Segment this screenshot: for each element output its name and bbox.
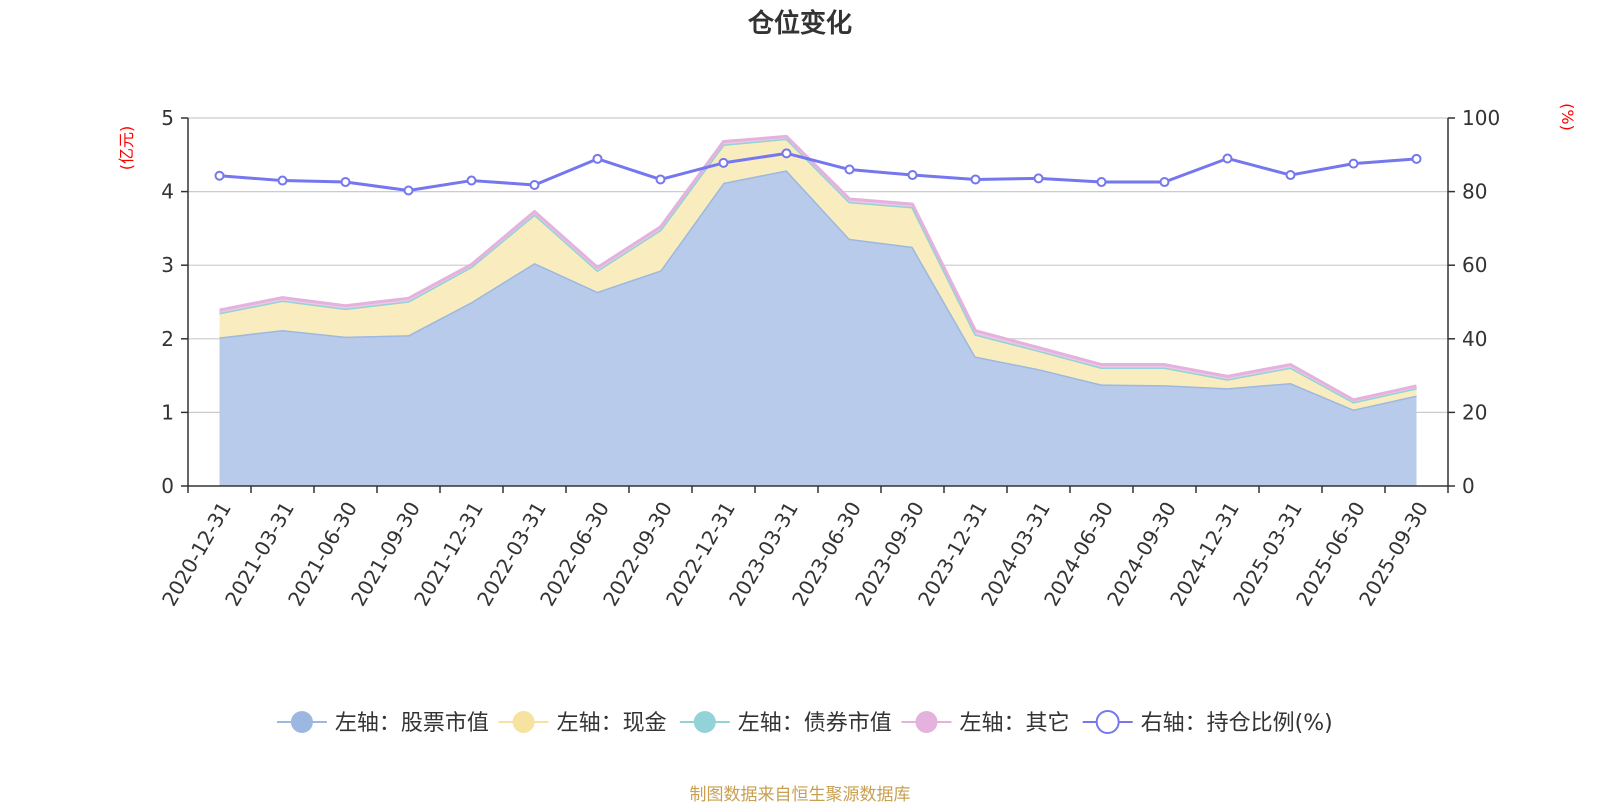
legend-circle-icon — [915, 711, 938, 733]
right-axis-tick-label: 80 — [1462, 180, 1487, 204]
ratio-line-path — [219, 151, 1417, 192]
left-axis-tick-label: 1 — [161, 400, 174, 424]
legend-circle-icon — [1095, 710, 1120, 734]
ratio-point — [529, 179, 540, 190]
right-axis-tick-label: 100 — [1462, 106, 1500, 130]
ratio-point — [718, 157, 729, 168]
ratio-point — [1096, 177, 1107, 188]
ratio-point — [592, 153, 603, 164]
ratio-point — [970, 174, 981, 185]
area-edge-左轴：其它 — [219, 134, 1417, 402]
ratio-point — [466, 175, 477, 186]
ratio-point — [844, 164, 855, 175]
data-source-note: 制图数据来自恒生聚源数据库 — [689, 785, 911, 805]
legend-circle-icon — [693, 711, 716, 733]
left-axis-unit: (亿元) — [117, 126, 136, 171]
ratio-point — [907, 170, 918, 181]
ratio-point — [1348, 158, 1359, 169]
right-axis-tick-label: 20 — [1462, 400, 1487, 424]
legend-item[interactable]: 左轴：股票市值 — [276, 711, 489, 736]
ratio-point — [1033, 173, 1044, 184]
ratio-point — [1159, 177, 1170, 188]
ratio-point — [277, 175, 288, 186]
ratio-point — [214, 170, 225, 181]
ratio-point — [403, 185, 414, 196]
ratio-point — [1411, 153, 1422, 164]
legend-item[interactable]: 左轴：债券市值 — [679, 711, 892, 736]
legend-label: 左轴：现金 — [557, 711, 667, 736]
area-左轴：股票市值 — [219, 170, 1417, 486]
chart-title: 仓位变化 — [747, 8, 852, 39]
left-axis-tick-label: 5 — [161, 106, 174, 130]
legend-item[interactable]: 右轴：持仓比例(%) — [1082, 710, 1333, 736]
left-axis-tick-label: 0 — [161, 474, 174, 498]
stacked-areas — [219, 134, 1417, 486]
legend-circle-icon — [290, 711, 313, 733]
ratio-point — [1222, 153, 1233, 164]
right-axis-unit: (%) — [1558, 103, 1577, 131]
legend-label: 左轴：其它 — [959, 711, 1069, 736]
legend-item[interactable]: 左轴：其它 — [901, 711, 1069, 736]
ratio-point — [1285, 170, 1296, 181]
left-axis-tick-label: 2 — [161, 327, 174, 351]
right-axis-tick-label: 0 — [1462, 474, 1475, 498]
ratio-point — [340, 177, 351, 188]
legend-label: 右轴：持仓比例(%) — [1141, 711, 1333, 736]
right-axis-tick-label: 60 — [1462, 253, 1487, 277]
legend: 左轴：股票市值 左轴：现金 左轴：债券市值 左轴：其它 右轴：持仓比例(%) — [276, 710, 1333, 736]
legend-label: 左轴：债券市值 — [738, 711, 892, 736]
left-axis-tick-label: 4 — [161, 180, 174, 204]
legend-circle-icon — [512, 711, 535, 733]
legend-label: 左轴：股票市值 — [335, 711, 489, 736]
ratio-point — [655, 174, 666, 185]
ratio-point — [781, 148, 792, 159]
right-axis-tick-label: 40 — [1462, 327, 1487, 351]
left-axis-tick-label: 3 — [161, 253, 174, 277]
ratio-line — [214, 148, 1422, 196]
legend-item[interactable]: 左轴：现金 — [498, 711, 667, 736]
